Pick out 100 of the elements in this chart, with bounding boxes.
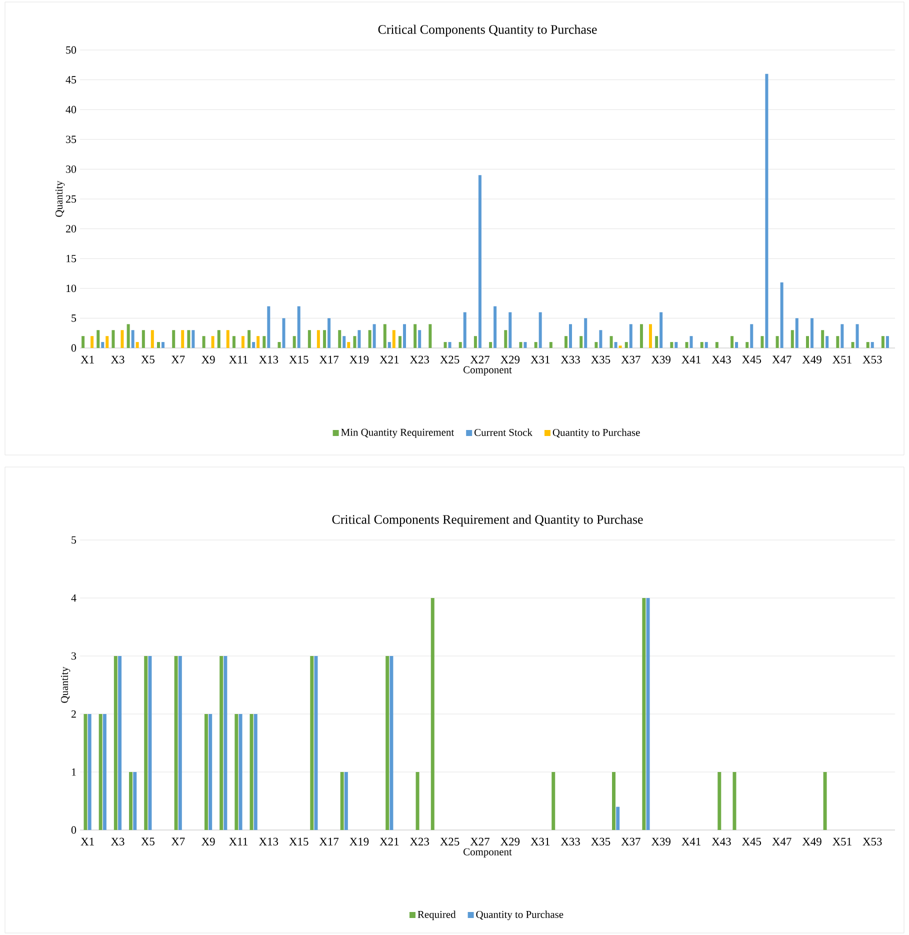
bar — [131, 330, 134, 348]
bar — [735, 342, 738, 348]
x-tick-label: X45 — [742, 356, 762, 364]
x-tick-label: X49 — [802, 356, 822, 364]
bar — [202, 336, 206, 348]
y-tick-label: 3 — [72, 652, 76, 660]
bar — [448, 342, 452, 348]
x-tick-label: X9 — [202, 356, 215, 364]
x-tick-label: X47 — [772, 838, 792, 846]
bar — [142, 330, 145, 348]
y-tick-label: 30 — [66, 166, 76, 173]
x-tick-label: X11 — [229, 838, 248, 846]
bar — [760, 336, 764, 348]
bar — [612, 772, 616, 830]
bar — [642, 598, 646, 830]
bar — [226, 330, 230, 348]
bar — [101, 342, 104, 348]
x-tick-label: X1 — [80, 838, 94, 846]
bar — [133, 772, 137, 830]
bar — [851, 342, 854, 348]
bar — [430, 598, 434, 830]
bar — [414, 324, 417, 348]
y-tick-label: 50 — [66, 46, 76, 54]
y-tick-label: 35 — [66, 136, 76, 144]
bar — [372, 324, 376, 348]
x-tick-label: X51 — [832, 356, 852, 364]
bar — [599, 330, 602, 348]
bar — [192, 330, 195, 348]
bar — [297, 306, 300, 348]
legend-label: Quantity to Purchase — [476, 910, 564, 920]
x-axis-title: Component — [464, 848, 512, 858]
bar — [172, 330, 176, 348]
bar — [267, 306, 270, 348]
bar — [660, 312, 663, 348]
bar — [458, 342, 462, 348]
x-tick-label: X39 — [651, 356, 670, 364]
x-tick-label: X49 — [802, 838, 822, 846]
bar — [252, 342, 256, 348]
bar — [129, 772, 133, 830]
x-tick-label: X15 — [289, 356, 308, 364]
bar — [616, 806, 620, 830]
x-tick-label: X31 — [530, 356, 550, 364]
bar — [148, 656, 152, 830]
bar — [254, 714, 258, 830]
bar — [718, 772, 722, 830]
bar — [181, 330, 184, 348]
y-axis-title: Quantity — [60, 666, 70, 703]
bar — [187, 330, 190, 348]
bar — [776, 336, 779, 348]
x-tick-label: X19 — [350, 356, 369, 364]
bar — [648, 324, 652, 348]
bar — [474, 336, 477, 348]
bar — [870, 342, 874, 348]
bar — [670, 342, 674, 348]
bar — [316, 330, 320, 348]
x-tick-label: X17 — [319, 356, 339, 364]
legend-label: Required — [418, 910, 456, 920]
x-tick-label: X3 — [110, 838, 124, 846]
bar — [826, 336, 829, 348]
bar — [856, 324, 859, 348]
bar — [310, 656, 314, 830]
x-tick-label: X1 — [80, 356, 94, 364]
bar — [886, 336, 889, 348]
bar — [126, 324, 130, 348]
bar — [347, 342, 350, 348]
x-tick-label: X35 — [591, 356, 610, 364]
bar — [534, 342, 538, 348]
bar — [114, 656, 118, 830]
bar — [220, 656, 224, 830]
bar — [238, 714, 242, 830]
x-tick-label: X15 — [289, 838, 308, 846]
bar — [549, 342, 552, 348]
x-tick-label: X53 — [862, 356, 882, 364]
x-tick-label: X33 — [560, 356, 580, 364]
bar — [610, 336, 613, 348]
x-tick-label: X23 — [410, 838, 430, 846]
bar — [314, 656, 318, 830]
bar — [552, 772, 556, 830]
bar — [629, 324, 632, 348]
bar — [150, 330, 154, 348]
bar — [84, 714, 88, 830]
bar — [278, 342, 281, 348]
x-tick-label: X47 — [772, 356, 792, 364]
bar — [690, 336, 693, 348]
bar — [234, 714, 238, 830]
x-tick-label: X5 — [141, 838, 154, 846]
x-tick-label: X19 — [350, 838, 369, 846]
y-tick-label: 0 — [71, 344, 76, 352]
bar — [564, 336, 568, 348]
bar — [144, 656, 148, 830]
bar — [881, 336, 884, 348]
x-tick-label: X29 — [500, 838, 520, 846]
bar — [211, 336, 214, 348]
bar — [174, 656, 178, 830]
x-tick-label: X27 — [470, 356, 490, 364]
x-tick-label: X5 — [141, 356, 154, 364]
chart-title: Critical Components Quantity to Purchase — [378, 24, 597, 36]
bar — [136, 342, 139, 348]
bar — [342, 336, 346, 348]
x-tick-label: X31 — [530, 838, 550, 846]
